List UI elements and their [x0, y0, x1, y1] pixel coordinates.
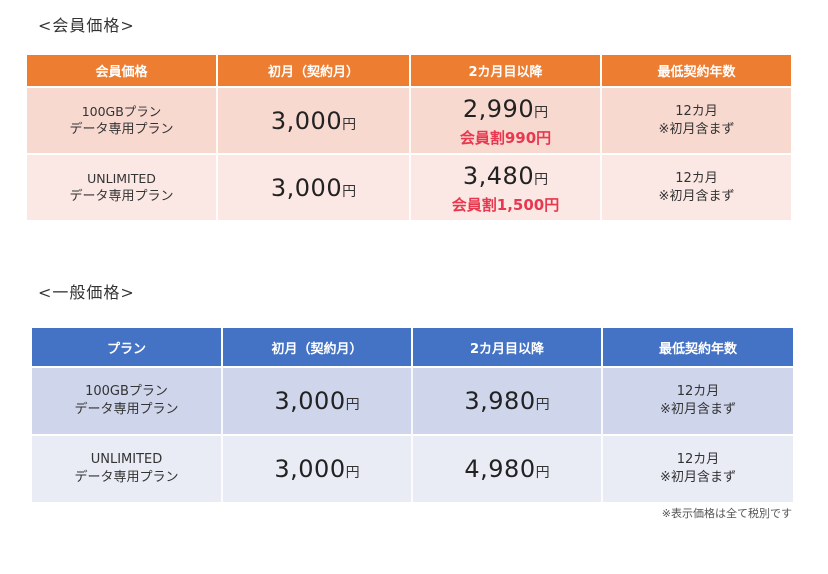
term-note: ※初月含まず: [660, 470, 736, 485]
general-price-title: <一般価格>: [38, 283, 135, 302]
minimum-term-cell: 12カ月 ※初月含まず: [601, 86, 791, 154]
header-member-price: 会員価格: [27, 55, 218, 87]
header-minimum-term: 最低契約年数: [601, 55, 791, 87]
member-discount: 会員割990円: [459, 128, 552, 147]
after-amount: 3,480: [462, 161, 535, 190]
first-month-price-cell: 3,000円: [222, 434, 413, 502]
header-minimum-term: 最低契約年数: [602, 328, 793, 367]
member-price-title: <会員価格>: [38, 16, 135, 35]
yen-unit: 円: [345, 465, 360, 481]
general-price-table: プラン 初月（契約月） 2カ月目以降 最低契約年数 100GBプラン データ専用…: [32, 328, 793, 502]
first-month-amount: 3,000: [274, 455, 346, 483]
term-months: 12カ月: [675, 170, 718, 186]
first-month-price-cell: 3,000円: [217, 153, 411, 220]
plan-name: UNLIMITED: [87, 170, 156, 186]
first-month-amount: 3,000: [270, 173, 343, 202]
plan-type: データ専用プラン: [74, 470, 179, 485]
yen-unit: 円: [342, 183, 357, 200]
yen-unit: 円: [345, 397, 360, 413]
after-amount: 3,980: [464, 387, 536, 415]
yen-unit: 円: [535, 397, 550, 413]
header-from-second-month: 2カ月目以降: [412, 328, 603, 367]
table-row: 100GBプラン データ専用プラン 3,000円 3,980円 12カ月 ※初月…: [32, 366, 793, 435]
minimum-term-cell: 12カ月 ※初月含まず: [602, 366, 793, 435]
header-first-month: 初月（契約月）: [217, 55, 411, 87]
term-months: 12カ月: [676, 452, 720, 467]
plan-name-cell: 100GBプラン データ専用プラン: [27, 86, 218, 154]
plan-type: データ専用プラン: [74, 402, 179, 417]
term-note: ※初月含まず: [658, 121, 735, 137]
general-table-header: プラン 初月（契約月） 2カ月目以降 最低契約年数: [32, 328, 793, 367]
yen-unit: 円: [534, 171, 549, 188]
after-price-cell: 3,980円: [412, 366, 603, 435]
plan-name-cell: 100GBプラン データ専用プラン: [32, 366, 223, 435]
plan-name: 100GBプラン: [81, 103, 162, 119]
member-table-header: 会員価格 初月（契約月） 2カ月目以降 最低契約年数: [27, 55, 791, 87]
plan-type: データ専用プラン: [69, 121, 174, 137]
after-price-cell: 3,480円 会員割1,500円: [410, 153, 602, 220]
yen-unit: 円: [534, 104, 549, 121]
header-from-second-month: 2カ月目以降: [410, 55, 602, 87]
yen-unit: 円: [342, 116, 357, 133]
term-note: ※初月含まず: [660, 402, 736, 417]
term-months: 12カ月: [676, 384, 720, 399]
minimum-term-cell: 12カ月 ※初月含まず: [601, 153, 791, 220]
plan-name-cell: UNLIMITED データ専用プラン: [32, 434, 223, 502]
header-first-month: 初月（契約月）: [222, 328, 413, 367]
first-month-price-cell: 3,000円: [217, 86, 411, 154]
after-price-cell: 2,990円 会員割990円: [410, 86, 602, 154]
minimum-term-cell: 12カ月 ※初月含まず: [602, 434, 793, 502]
plan-name-cell: UNLIMITED データ専用プラン: [27, 153, 218, 220]
plan-name: UNLIMITED: [90, 452, 163, 467]
first-month-amount: 3,000: [270, 106, 343, 135]
first-month-amount: 3,000: [274, 387, 346, 415]
plan-name: 100GBプラン: [85, 384, 168, 399]
table-row: 100GBプラン データ専用プラン 3,000円 2,990円 会員割990円 …: [27, 86, 791, 154]
yen-unit: 円: [535, 465, 550, 481]
tax-footnote: ※表示価格は全て税別です: [661, 507, 792, 520]
member-price-table: 会員価格 初月（契約月） 2カ月目以降 最低契約年数 100GBプラン データ専…: [27, 55, 791, 220]
plan-type: データ専用プラン: [69, 188, 174, 204]
after-amount: 4,980: [464, 455, 536, 483]
table-row: UNLIMITED データ専用プラン 3,000円 4,980円 12カ月 ※初…: [32, 434, 793, 502]
after-amount: 2,990: [462, 94, 535, 123]
member-discount: 会員割1,500円: [451, 195, 560, 214]
first-month-price-cell: 3,000円: [222, 366, 413, 435]
term-months: 12カ月: [675, 103, 718, 119]
header-plan: プラン: [32, 328, 223, 367]
table-row: UNLIMITED データ専用プラン 3,000円 3,480円 会員割1,50…: [27, 153, 791, 220]
after-price-cell: 4,980円: [412, 434, 603, 502]
term-note: ※初月含まず: [658, 188, 735, 204]
